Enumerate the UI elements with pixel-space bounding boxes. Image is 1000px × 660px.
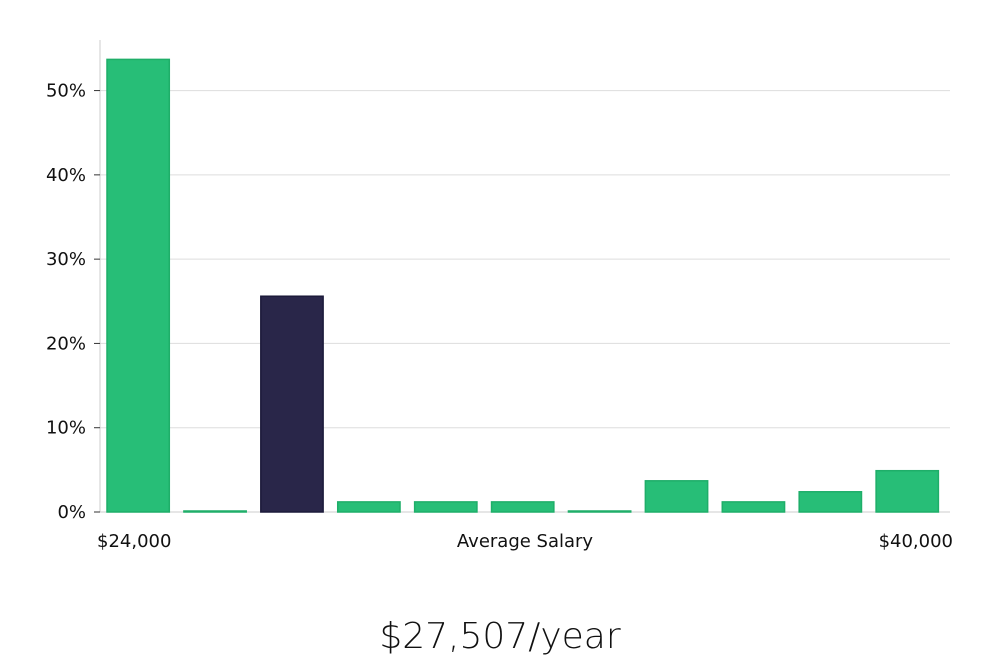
bar bbox=[644, 480, 709, 513]
x-min-label: $24,000 bbox=[97, 531, 171, 552]
y-tick-label: 0% bbox=[57, 502, 86, 523]
average-salary-summary: $27,507/year bbox=[379, 616, 621, 657]
y-tick-label: 30% bbox=[46, 249, 86, 270]
bar bbox=[490, 501, 555, 513]
y-tick-label: 10% bbox=[46, 418, 86, 439]
bar bbox=[183, 510, 247, 513]
gridlines bbox=[100, 90, 950, 429]
y-axis-ticks: 0% 10% 20% 30% 40% 50% bbox=[46, 81, 100, 523]
bars bbox=[106, 58, 940, 513]
bar bbox=[875, 469, 940, 513]
y-tick-label: 50% bbox=[46, 81, 86, 102]
bar-highlighted bbox=[260, 295, 324, 513]
x-axis-title: Average Salary bbox=[457, 531, 594, 552]
y-tick-label: 40% bbox=[46, 165, 86, 186]
bar bbox=[798, 491, 863, 513]
bar bbox=[413, 501, 478, 513]
x-max-label: $40,000 bbox=[879, 531, 953, 552]
bar bbox=[336, 501, 401, 513]
bar bbox=[567, 510, 632, 513]
bar bbox=[721, 501, 786, 513]
bar bbox=[106, 58, 171, 513]
y-tick-label: 20% bbox=[46, 333, 86, 354]
